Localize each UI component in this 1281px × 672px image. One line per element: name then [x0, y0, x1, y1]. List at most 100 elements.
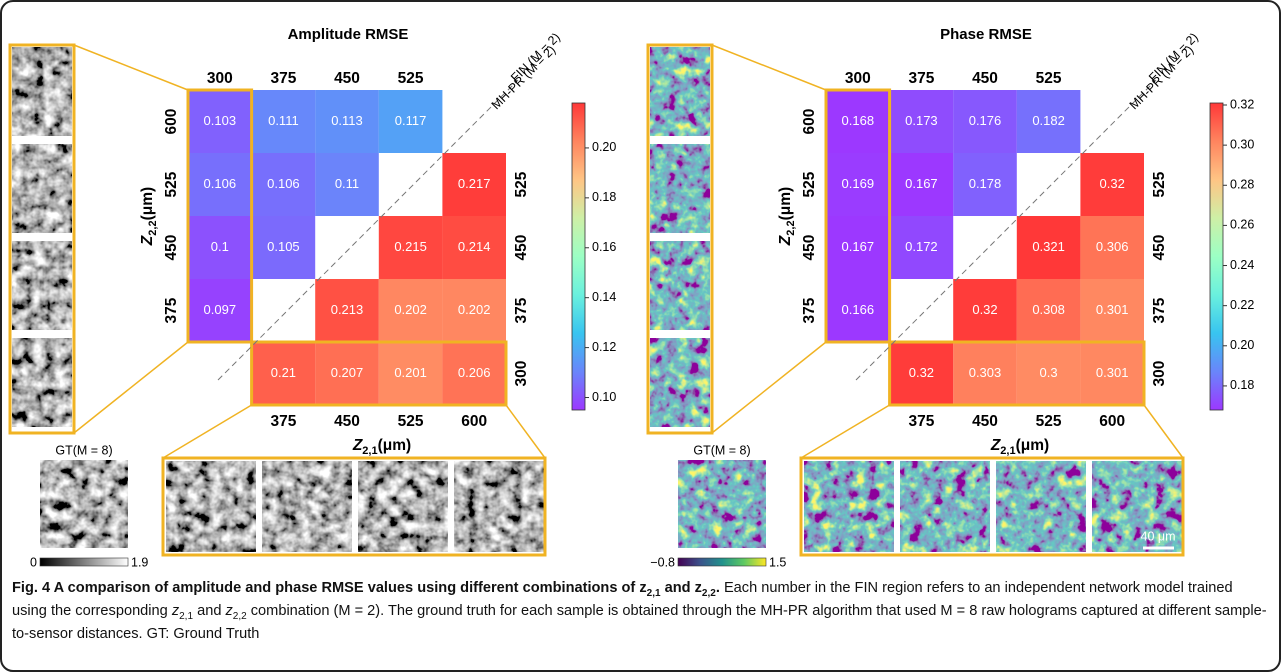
inset-image [650, 241, 710, 330]
inset-image [996, 461, 1086, 552]
chart-title: Phase RMSE [940, 26, 1032, 43]
right-label: 450 [513, 235, 530, 261]
bottom-label: 375 [908, 413, 934, 430]
cell-label: 0.173 [905, 113, 938, 128]
cell-label: 0.202 [394, 302, 427, 317]
cell-label: 0.202 [458, 302, 491, 317]
cell-label: 0.32 [1100, 176, 1125, 191]
cell-label: 0.106 [204, 176, 237, 191]
cell-label: 0.206 [458, 365, 491, 380]
colorbar-tick-label: 0.26 [1230, 218, 1254, 232]
cell-label: 0.321 [1032, 239, 1065, 254]
bottom-label: 600 [1099, 413, 1125, 430]
gt-colorbar-label: 0 [30, 555, 37, 569]
zoom-line [712, 45, 826, 90]
left-label: 375 [163, 297, 180, 323]
gt-colorbar-label: −0.8 [650, 555, 675, 569]
colorbar [572, 103, 585, 410]
cell-label: 0.32 [909, 365, 934, 380]
caption-text: and [193, 603, 225, 619]
xlabel-part: (μm) [1016, 437, 1050, 454]
bottom-label: 450 [972, 413, 998, 430]
cell-label: 0.166 [842, 302, 875, 317]
left-label: 450 [163, 235, 180, 261]
cell-label: 0.117 [395, 113, 427, 128]
diagonal-label: MH-PR (M = 2) [489, 43, 559, 113]
cell-label: 0.113 [331, 113, 363, 128]
left-label: 525 [801, 171, 818, 197]
top-label: 375 [270, 70, 296, 87]
colorbar [1210, 103, 1223, 410]
cell-label: 0.306 [1096, 239, 1129, 254]
inset-image [262, 461, 352, 552]
cell-label: 0.167 [905, 176, 938, 191]
gt-label: GT(M = 8) [55, 443, 112, 457]
cell-label: 0.201 [394, 365, 427, 380]
caption-sub: 2,2 [702, 588, 716, 599]
inset-image [650, 47, 710, 136]
top-label: 525 [398, 70, 424, 87]
cell-label: 0.215 [394, 239, 427, 254]
xlabel-part: Z [352, 437, 363, 454]
xlabel-part: 2,1 [362, 445, 377, 457]
caption-title: Fig. 4 A comparison of amplitude and pha… [12, 580, 647, 596]
inset-image [804, 461, 894, 552]
cell-label: 0.176 [969, 113, 1002, 128]
colorbar-tick-label: 0.28 [1230, 178, 1254, 192]
cell-label: 0.103 [204, 113, 237, 128]
caption-var: z [226, 603, 233, 619]
top-label: 300 [207, 70, 233, 87]
xlabel-part: Z [990, 437, 1001, 454]
top-label: 375 [908, 70, 934, 87]
ylabel-part: 2,2 [147, 220, 159, 235]
inset-image [12, 47, 72, 136]
cell-label: 0.178 [969, 176, 1002, 191]
caption: Fig. 4 A comparison of amplitude and pha… [12, 577, 1270, 646]
right-label: 375 [513, 297, 530, 323]
top-label: 300 [845, 70, 871, 87]
right-label: 450 [1151, 235, 1168, 261]
zoom-line [74, 342, 188, 433]
left-label: 600 [801, 109, 818, 135]
cell-label: 0.182 [1032, 113, 1065, 128]
ylabel-part: Z [777, 235, 794, 246]
bottom-label: 450 [334, 413, 360, 430]
left-label: 450 [801, 235, 818, 261]
colorbar-tick-label: 0.16 [592, 240, 616, 254]
caption-title: . [716, 580, 720, 596]
gt-colorbar-label: 1.9 [131, 555, 148, 569]
inset-image [12, 338, 72, 427]
colorbar-tick-label: 0.12 [592, 340, 616, 354]
cell-label: 0.32 [972, 302, 997, 317]
cell-label: 0.11 [335, 176, 359, 191]
caption-sub: 2,1 [647, 588, 661, 599]
caption-sub: 2,1 [179, 611, 193, 622]
ylabel-part: Z [139, 235, 156, 246]
colorbar-tick-label: 0.14 [592, 290, 616, 304]
left-label: 525 [163, 171, 180, 197]
zoom-line [74, 45, 188, 90]
scale-bar-label: 40 μm [1141, 529, 1176, 543]
top-label: 450 [972, 70, 998, 87]
right-label: 525 [513, 171, 530, 197]
cell-label: 0.097 [204, 302, 237, 317]
colorbar-tick-label: 0.24 [1230, 258, 1254, 272]
right-label: 300 [513, 361, 530, 387]
bottom-label: 375 [270, 413, 296, 430]
colorbar-tick-label: 0.10 [592, 390, 616, 404]
cell-label: 0.168 [842, 113, 875, 128]
cell-label: 0.172 [905, 239, 938, 254]
inset-image [12, 241, 72, 330]
inset-image [12, 144, 72, 233]
xlabel: Z2,1(μm) [990, 437, 1049, 457]
cell-label: 0.106 [267, 176, 300, 191]
inset-image [454, 461, 544, 552]
zoom-line [1144, 405, 1183, 458]
ylabel: Z2,2(μm) [139, 187, 159, 246]
gt-image [678, 460, 766, 548]
cell-label: 0.301 [1096, 302, 1129, 317]
bottom-label: 525 [398, 413, 424, 430]
colorbar-tick-label: 0.20 [592, 140, 616, 154]
right-label: 525 [1151, 171, 1168, 197]
cell-label: 0.111 [268, 113, 299, 128]
